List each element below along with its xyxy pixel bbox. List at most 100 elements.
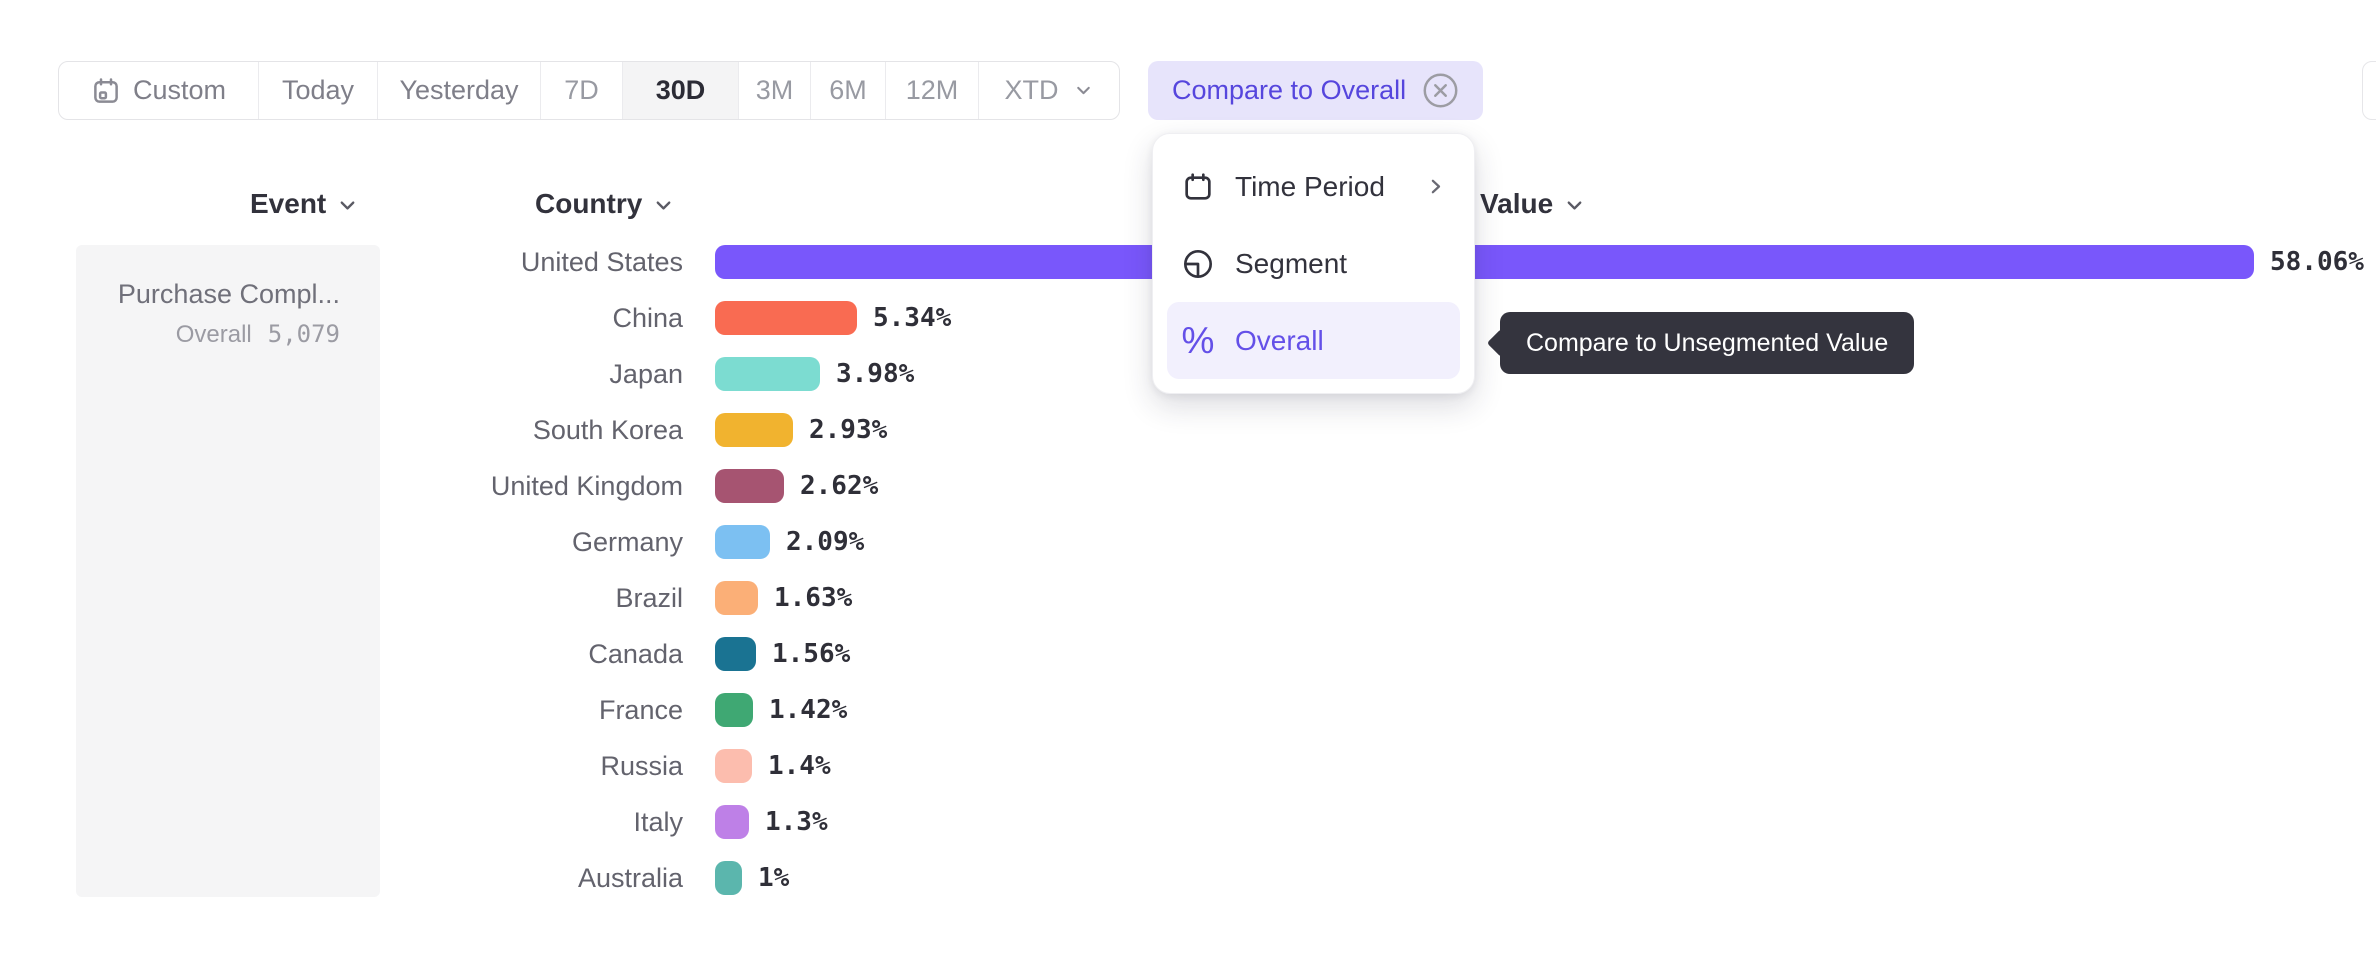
date-range-button-7d[interactable]: 7D xyxy=(541,62,623,119)
bar-china[interactable] xyxy=(715,301,857,335)
bar-value-label: 1.4% xyxy=(768,751,831,781)
bar-value-label: 1.42% xyxy=(769,695,848,725)
bar-australia[interactable] xyxy=(715,861,742,895)
clipped-button-fragment[interactable] xyxy=(2362,61,2376,120)
date-range-button-6m[interactable]: 6M xyxy=(811,62,886,119)
overall-value: 5,079 xyxy=(267,320,340,348)
event-column-label: Event xyxy=(250,188,327,219)
bar-united-kingdom[interactable] xyxy=(715,469,784,503)
bar-value-label: 1.3% xyxy=(765,807,828,837)
calendar-icon xyxy=(1181,171,1215,203)
chevron-down-icon xyxy=(652,194,675,217)
chart-row: Russia 1.4% xyxy=(0,738,2376,794)
country-label: United States xyxy=(520,246,683,277)
chevron-down-icon xyxy=(1563,194,1586,217)
event-column-header[interactable]: Event xyxy=(250,188,359,220)
bar-value-label: 1.63% xyxy=(774,583,853,613)
tooltip-text: Compare to Unsegmented Value xyxy=(1526,328,1889,357)
value-column-label: Value xyxy=(1480,188,1554,219)
country-label: China xyxy=(612,302,683,333)
date-range-button-xtd[interactable]: XTD xyxy=(979,62,1119,119)
chart-row: Canada 1.56% xyxy=(0,626,2376,682)
chart-row: France 1.42% xyxy=(0,682,2376,738)
country-label: Italy xyxy=(633,806,683,837)
event-card[interactable]: Purchase Compl... Overall 5,079 xyxy=(76,245,380,897)
bar-value-label: 2.62% xyxy=(800,471,879,501)
bar-value-label: 1% xyxy=(758,863,790,893)
country-label: Brazil xyxy=(615,582,683,613)
bar-south-korea[interactable] xyxy=(715,413,793,447)
date-range-label: 30D xyxy=(655,75,706,105)
date-range-button-12m[interactable]: 12M xyxy=(886,62,979,119)
menu-item-label: Time Period xyxy=(1235,170,1385,202)
country-label: Russia xyxy=(600,750,683,781)
overall-label: Overall xyxy=(175,321,252,348)
circled-x-icon[interactable] xyxy=(1422,72,1459,109)
date-range-button-3m[interactable]: 3M xyxy=(739,62,811,119)
date-range-label: 6M xyxy=(829,75,867,105)
country-column-label: Country xyxy=(535,188,643,219)
date-range-button-30d[interactable]: 30D xyxy=(623,62,739,119)
chevron-down-icon xyxy=(1073,80,1094,101)
date-range-label: 12M xyxy=(905,75,959,105)
chart-row: United States 58.06% xyxy=(0,234,2376,290)
chart-row: Germany 2.09% xyxy=(0,514,2376,570)
bar-japan[interactable] xyxy=(715,357,820,391)
bar-value-label: 2.93% xyxy=(809,415,888,445)
bar-value-label: 58.06% xyxy=(2270,247,2364,277)
country-label: Australia xyxy=(577,862,683,893)
date-range-label: 3M xyxy=(755,75,794,105)
country-column-header[interactable]: Country xyxy=(535,188,675,220)
bar-italy[interactable] xyxy=(715,805,749,839)
date-range-label: Yesterday xyxy=(399,75,519,105)
date-range-button-custom[interactable]: Custom xyxy=(59,62,259,119)
bar-canada[interactable] xyxy=(715,637,756,671)
chart-row: Australia 1% xyxy=(0,850,2376,906)
chart-row: United Kingdom 2.62% xyxy=(0,458,2376,514)
country-label: United Kingdom xyxy=(490,470,683,501)
chart-row: China 5.34% xyxy=(0,290,2376,346)
country-label: Japan xyxy=(609,358,683,389)
bar-france[interactable] xyxy=(715,693,753,727)
country-bar-chart: United States 58.06% China 5.34% Japan 3… xyxy=(0,234,2376,906)
date-range-label: XTD xyxy=(1004,75,1059,105)
menu-item-segment[interactable]: Segment xyxy=(1167,225,1460,302)
date-range-button-yesterday[interactable]: Yesterday xyxy=(378,62,541,119)
bar-value-label: 5.34% xyxy=(873,303,952,333)
bar-russia[interactable] xyxy=(715,749,752,783)
bar-value-label: 2.09% xyxy=(786,527,865,557)
date-range-button-today[interactable]: Today xyxy=(259,62,378,119)
country-label: Canada xyxy=(588,638,683,669)
tooltip: Compare to Unsegmented Value xyxy=(1500,312,1915,374)
date-range-label: 7D xyxy=(564,75,599,105)
date-range-label: Custom xyxy=(132,75,227,105)
value-column-header[interactable]: Value xyxy=(1480,188,1586,220)
date-range-toolbar: Custom Today Yesterday 7D 30D 3M 6M 12M XTD xyxy=(58,61,1120,120)
compare-to-overall-label: Compare to Overall xyxy=(1172,75,1407,105)
bar-united-states[interactable] xyxy=(715,245,2254,279)
bar-value-label: 3.98% xyxy=(836,359,915,389)
chart-row: South Korea 2.93% xyxy=(0,402,2376,458)
country-label: Germany xyxy=(571,526,683,557)
country-label: France xyxy=(598,694,683,725)
country-label: South Korea xyxy=(532,414,683,445)
menu-item-time-period[interactable]: Time Period xyxy=(1167,148,1460,225)
percent-icon: % xyxy=(1181,320,1215,361)
event-name: Purchase Compl... xyxy=(117,279,340,309)
menu-item-label: Overall xyxy=(1235,324,1324,356)
bar-brazil[interactable] xyxy=(715,581,758,615)
chevron-right-icon xyxy=(1425,176,1446,197)
bar-value-label: 1.56% xyxy=(772,639,851,669)
chart-row: Japan 3.98% xyxy=(0,346,2376,402)
bar-germany[interactable] xyxy=(715,525,770,559)
chart-row: Italy 1.3% xyxy=(0,794,2376,850)
menu-item-label: Segment xyxy=(1235,247,1348,279)
compare-dropdown-menu: Time Period Segment % Overall xyxy=(1152,133,1475,394)
segment-icon xyxy=(1181,248,1215,280)
date-range-label: Today xyxy=(281,75,355,105)
menu-item-overall[interactable]: % Overall xyxy=(1167,302,1460,379)
chart-row: Brazil 1.63% xyxy=(0,570,2376,626)
compare-to-overall-button[interactable]: Compare to Overall xyxy=(1148,61,1484,120)
chevron-down-icon xyxy=(336,194,359,217)
